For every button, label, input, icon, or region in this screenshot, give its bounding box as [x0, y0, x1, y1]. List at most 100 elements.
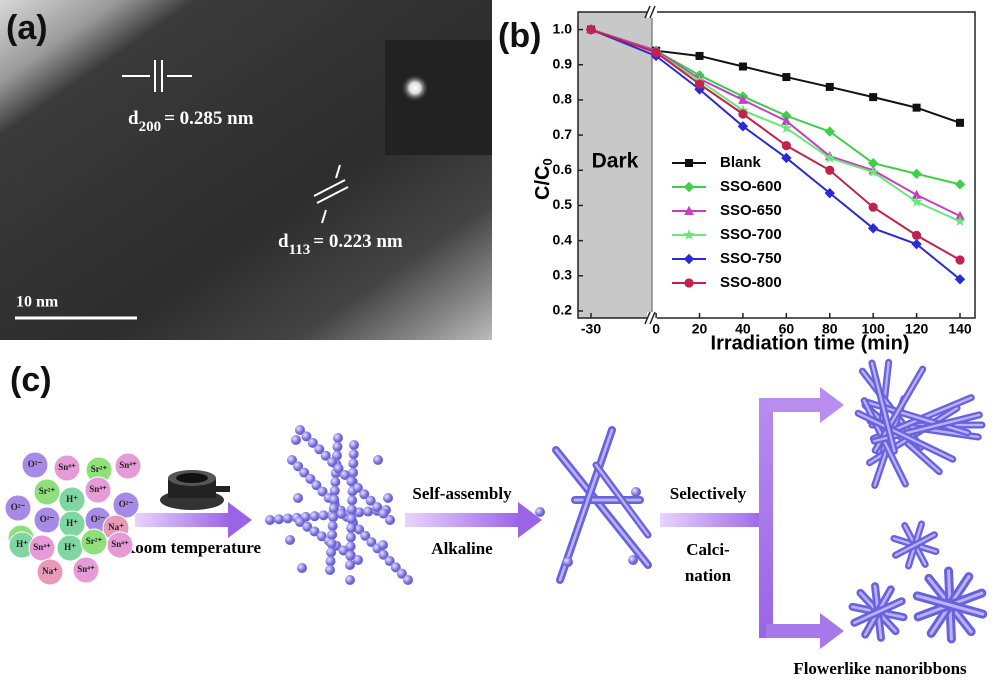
ion-label: O²⁻: [28, 459, 43, 469]
ion-label: H⁺: [16, 539, 28, 549]
bead: [366, 537, 377, 548]
marker: [683, 181, 695, 193]
bead: [403, 575, 413, 585]
legend-label: SSO-600: [720, 178, 782, 195]
marker: [684, 205, 694, 215]
x-tick-label: 100: [861, 321, 885, 337]
bead: [348, 449, 359, 460]
bead: [354, 524, 365, 535]
bead: [329, 485, 340, 496]
marker: [867, 223, 879, 234]
bead: [291, 435, 301, 445]
ion-label: Na⁺: [108, 522, 124, 532]
bead: [295, 517, 305, 527]
bead: [333, 463, 344, 474]
y-tick-label: 0.8: [553, 91, 573, 107]
bead: [325, 565, 335, 575]
bead: [326, 547, 337, 558]
marker: [695, 51, 704, 60]
ion: [53, 454, 81, 482]
ion: [4, 494, 32, 522]
marker: [737, 121, 749, 132]
y-tick-label: 0.5: [553, 196, 573, 212]
bead: [332, 441, 343, 452]
axis-break-mark: [649, 5, 656, 19]
panel-label: (b): [498, 17, 541, 55]
nanorod-highlight: [856, 412, 954, 461]
bead: [353, 555, 363, 565]
stirrer-icon: [160, 470, 230, 510]
bead: [317, 486, 328, 497]
bead: [320, 450, 331, 461]
ion-label: O²⁻: [91, 514, 106, 524]
d-symbol: d: [278, 231, 289, 252]
y-tick-label: 0.7: [553, 126, 573, 142]
x-tick-label: 20: [692, 321, 708, 337]
dark-region: [578, 12, 652, 318]
bead: [345, 532, 356, 543]
bead: [378, 549, 389, 560]
bead: [345, 560, 355, 570]
axis-break-mark: [644, 5, 651, 19]
marker: [780, 122, 793, 133]
x-tick-label: 140: [948, 321, 972, 337]
marker: [911, 168, 922, 179]
marker: [824, 126, 835, 137]
bead: [299, 467, 310, 478]
bead: [327, 457, 338, 468]
axis-break-mark: [649, 311, 656, 325]
axis-break-mark: [644, 311, 651, 325]
bead: [327, 521, 338, 531]
nanorod-highlight: [594, 463, 650, 537]
marker: [955, 255, 965, 265]
bead: [360, 530, 371, 541]
bead: [346, 513, 357, 524]
bead: [345, 550, 356, 561]
arrow-head: [228, 502, 252, 538]
bead: [309, 526, 320, 537]
x-tick-label: 60: [779, 321, 795, 337]
d-symbol: d: [128, 108, 139, 129]
ion-label: Sn⁴⁺: [119, 460, 137, 470]
bead: [628, 555, 638, 565]
legend-label: SSO-750: [720, 250, 782, 267]
bead: [287, 455, 297, 465]
ion-label: H⁺: [66, 494, 78, 504]
bead: [328, 503, 339, 514]
bead: [372, 502, 383, 513]
marker: [824, 187, 835, 199]
ion: [114, 452, 142, 480]
nanorod-highlight: [558, 428, 614, 582]
ion-label: O²⁻: [119, 499, 134, 509]
y-tick-label: 0.6: [553, 161, 573, 177]
panel-label: (c): [10, 361, 52, 399]
marker: [825, 82, 834, 91]
bead: [345, 541, 356, 552]
bead: [363, 506, 374, 517]
marker: [782, 73, 791, 82]
lattice-marker: [122, 60, 349, 224]
bead: [348, 467, 359, 478]
bead: [295, 425, 305, 435]
nanorod-highlight: [915, 594, 985, 616]
x-tick-label: 120: [905, 321, 929, 337]
ion-label: H⁺: [64, 542, 76, 552]
step-label: Selectively: [670, 484, 747, 503]
ion: [36, 558, 64, 586]
step-label: Calci-: [686, 540, 730, 559]
marker: [911, 230, 922, 240]
panel-a: (a) d200 = 0.285 nm d113 = 0.223 nm 10 nm: [0, 0, 492, 340]
fft-spot: [401, 74, 429, 102]
ion-label: Sn⁴⁺: [58, 462, 76, 472]
bead: [365, 495, 376, 506]
y-tick-label: 0.2: [553, 302, 573, 318]
y-tick-label: 0.9: [553, 55, 573, 71]
ion: [28, 534, 56, 562]
arrow: [766, 624, 822, 638]
bead: [318, 510, 329, 521]
marker: [869, 93, 878, 102]
d-index: 113: [289, 242, 311, 258]
bead: [273, 514, 284, 525]
step-label: nation: [685, 566, 732, 585]
bead: [265, 515, 275, 525]
